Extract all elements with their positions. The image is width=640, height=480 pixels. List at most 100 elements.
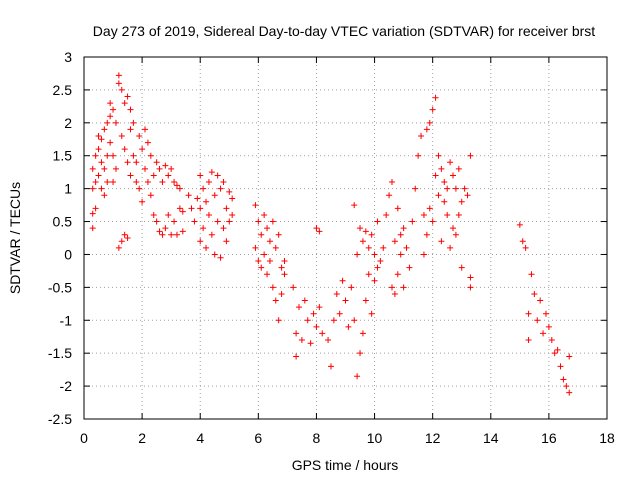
data-point [438, 238, 445, 245]
data-point [313, 323, 320, 330]
data-point [391, 238, 398, 245]
data-point [211, 192, 218, 199]
data-point [272, 297, 279, 304]
data-point [281, 258, 288, 265]
grid [84, 57, 607, 419]
data-point [255, 218, 262, 225]
data-point [98, 136, 105, 143]
data-point [124, 159, 131, 166]
data-point [168, 165, 175, 172]
data-point [432, 172, 439, 179]
data-point [272, 244, 279, 251]
data-point [92, 179, 99, 186]
y-tick-label: -1 [60, 312, 73, 328]
x-tick-label: 4 [196, 430, 204, 446]
data-point [264, 225, 271, 232]
data-point [348, 284, 355, 291]
data-point [339, 277, 346, 284]
data-point [127, 172, 134, 179]
data-point [406, 264, 413, 271]
data-point [89, 165, 96, 172]
data-point [118, 86, 125, 93]
data-point [458, 264, 465, 271]
data-point [374, 264, 381, 271]
data-point [179, 228, 186, 235]
data-point [95, 132, 102, 139]
data-point [121, 100, 128, 107]
data-point [153, 218, 160, 225]
data-point [516, 221, 523, 228]
data-point [92, 205, 99, 212]
y-tick-label: 0 [64, 246, 72, 262]
data-point [133, 159, 140, 166]
data-point [450, 225, 457, 232]
axis-ticks [83, 56, 608, 420]
data-point [563, 383, 570, 390]
data-point [110, 179, 117, 186]
data-point [133, 179, 140, 186]
data-point [400, 225, 407, 232]
data-point [365, 271, 372, 278]
data-point [388, 284, 395, 291]
chart-title: Day 273 of 2019, Sidereal Day-to-day VTE… [93, 23, 595, 39]
y-tick-label: 2 [64, 115, 72, 131]
data-point [354, 373, 361, 380]
data-point [426, 119, 433, 126]
data-point [92, 152, 99, 159]
data-point [351, 317, 358, 324]
data-point [171, 179, 178, 186]
data-point [197, 238, 204, 245]
data-point [429, 218, 436, 225]
data-point [205, 211, 212, 218]
data-point [261, 251, 268, 258]
data-point [418, 132, 425, 139]
data-point [266, 258, 273, 265]
data-point [336, 310, 343, 317]
data-point [176, 205, 183, 212]
data-point [551, 350, 558, 357]
data-point [412, 185, 419, 192]
data-point [537, 297, 544, 304]
data-point [304, 317, 311, 324]
y-tick-label: 2.5 [53, 82, 73, 98]
data-point [362, 228, 369, 235]
data-point [208, 231, 215, 238]
data-point [153, 159, 160, 166]
data-point [127, 126, 134, 133]
data-point [409, 218, 416, 225]
x-tick-label: 18 [599, 430, 615, 446]
data-point [156, 228, 163, 235]
x-axis-label: GPS time / hours [292, 457, 399, 473]
data-point [162, 225, 169, 232]
data-point [203, 198, 210, 205]
data-point [423, 126, 430, 133]
data-point [420, 211, 427, 218]
x-tick-label: 8 [313, 430, 321, 446]
data-point [150, 211, 157, 218]
data-point [293, 353, 300, 360]
data-point [293, 330, 300, 337]
data-point [397, 251, 404, 258]
data-point [255, 258, 262, 265]
data-point [525, 337, 532, 344]
data-point [368, 231, 375, 238]
data-point [214, 172, 221, 179]
data-point [531, 290, 538, 297]
data-point [101, 165, 108, 172]
tick-labels: 0 2 4 6 8 10 12 14 16 18 -2.5 -2 -1.5 -1 -0.5 0 0.5 1 1.5 2… [48, 49, 615, 446]
data-point [252, 244, 259, 251]
data-point [173, 231, 180, 238]
data-points [89, 72, 573, 396]
data-point [316, 304, 323, 311]
data-point [269, 284, 276, 291]
data-point [101, 192, 108, 199]
data-point [112, 119, 119, 126]
data-point [142, 126, 149, 133]
data-point [441, 179, 448, 186]
data-point [188, 205, 195, 212]
data-point [121, 146, 128, 153]
data-point [455, 211, 462, 218]
data-point [380, 244, 387, 251]
y-tick-label: -2.5 [48, 411, 72, 427]
data-point [229, 211, 236, 218]
